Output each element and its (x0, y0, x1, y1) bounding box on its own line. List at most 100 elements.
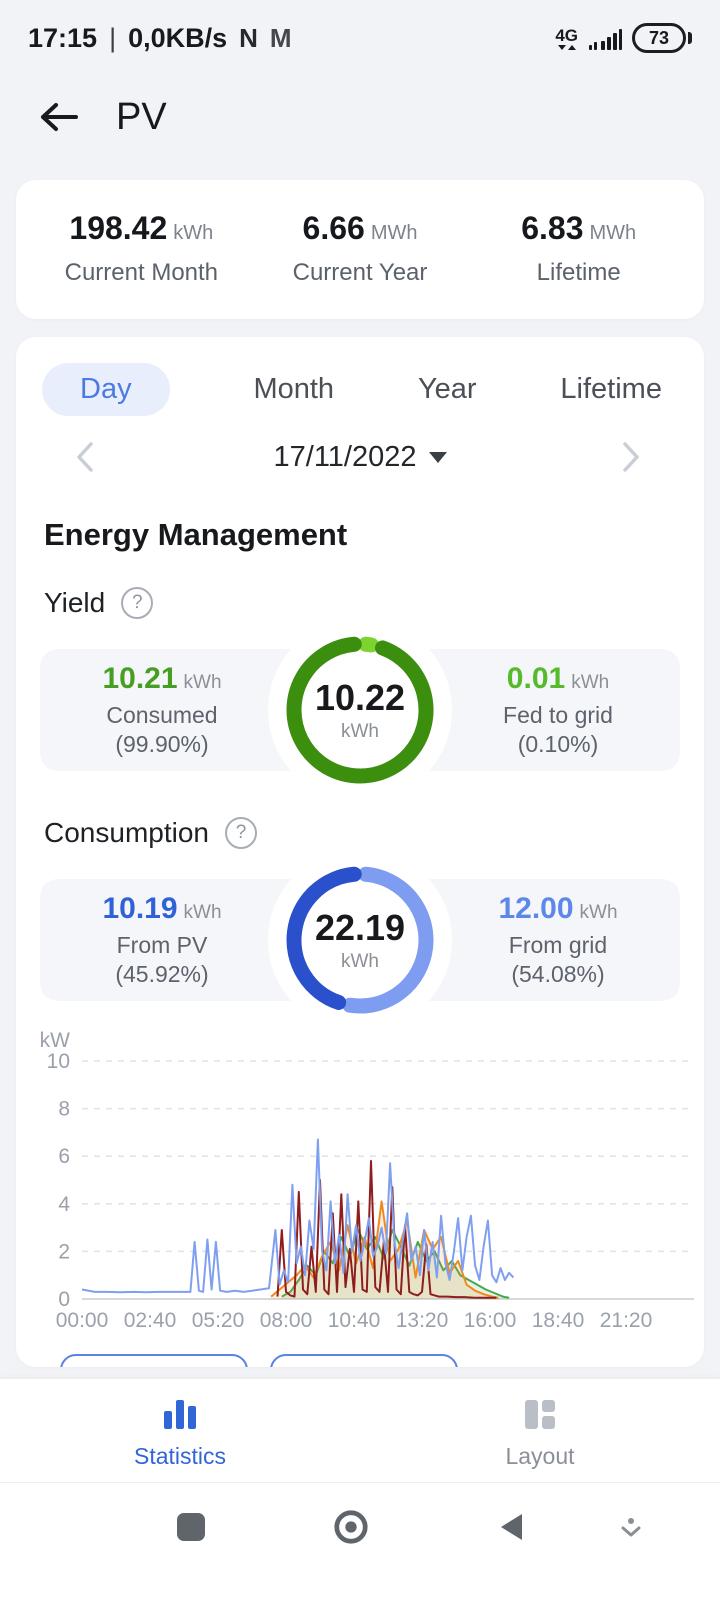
summary-value: 6.66 (302, 210, 365, 246)
donut-value: 10.22 (314, 677, 406, 718)
svg-text:10:40: 10:40 (328, 1309, 381, 1332)
stat-label: From grid (508, 932, 608, 958)
donut-unit: kWh (341, 951, 379, 972)
chevron-right-icon (623, 442, 639, 472)
power-line-chart: kW 0 2 4 6 8 10 00:00 02:40 05:20 08:00 10:40 13:20 1… (40, 1029, 694, 1332)
stat-label: Consumed (106, 702, 218, 728)
svg-text:16:00: 16:00 (464, 1309, 517, 1332)
tab-day[interactable]: Day (42, 362, 170, 416)
prev-day-button[interactable] (74, 439, 100, 475)
back-button[interactable] (36, 100, 80, 134)
status-bar: 17:15 | 0,0KB/s N M 4G 73 (0, 0, 720, 76)
yield-title: Yield (44, 587, 106, 618)
nav-hide-button[interactable] (613, 1509, 649, 1545)
gmail-icon: M (269, 22, 292, 53)
svg-text:4: 4 (58, 1193, 70, 1216)
stat-value: 12.00 (498, 892, 574, 925)
yield-help-icon[interactable]: ? (121, 587, 154, 619)
chart-legend-button-partial-2[interactable] (270, 1354, 458, 1367)
svg-text:2: 2 (58, 1240, 70, 1263)
tab-lifetime[interactable]: Lifetime (560, 372, 662, 405)
svg-text:0: 0 (58, 1288, 70, 1311)
network-type-indicator: 4G (555, 27, 578, 50)
summary-unit: MWh (370, 222, 418, 244)
stat-value: 0.01 (506, 662, 566, 695)
summary-unit: MWh (589, 222, 637, 244)
nav-back-button[interactable] (493, 1509, 529, 1545)
back-triangle-icon (501, 1514, 522, 1540)
android-nav-bar (0, 1482, 720, 1600)
summary-label: Lifetime (536, 259, 621, 286)
stat-label: From PV (116, 932, 208, 958)
yield-donut-center: 10.22 kWh (275, 625, 445, 795)
battery-percent: 73 (648, 27, 670, 48)
svg-text:02:40: 02:40 (124, 1309, 177, 1332)
signal-bars-icon (589, 29, 622, 50)
network-type-label: 4G (555, 25, 578, 45)
stat-percent: (54.08%) (511, 961, 605, 987)
stat-label: Fed to grid (503, 702, 613, 728)
consumption-from-pv-stat: 10.19 kWh From PV (45.92%) (56, 892, 268, 988)
date-navigator: 17/11/2022 (16, 437, 704, 477)
svg-text:18:40: 18:40 (532, 1309, 585, 1332)
nav-label-statistics: Statistics (133, 1443, 227, 1469)
net-speed: 0,0KB/s (128, 22, 228, 53)
clock: 17:15 (28, 22, 98, 53)
summary-item-current-year: 6.66 MWh Current Year (251, 210, 470, 287)
bottom-nav: Statistics Layout (0, 1379, 720, 1482)
nav-home-button[interactable] (333, 1509, 369, 1545)
summary-card: 198.42 kWh Current Month 6.66 MWh Curren… (16, 180, 704, 319)
chevron-left-icon (77, 442, 93, 472)
yield-donut-ring (286, 636, 434, 784)
next-day-button[interactable] (620, 439, 646, 475)
statistics-card: Day Month Year Lifetime 17/11/2022 Energ… (16, 337, 704, 1367)
consumption-from-grid-stat: 12.00 kWh From grid (54.08%) (452, 892, 664, 988)
summary-value: 198.42 (69, 210, 168, 246)
period-tabs: Day Month Year Lifetime (16, 361, 704, 417)
bottom-nav-section: Statistics Layout (0, 1379, 720, 1600)
date-picker[interactable]: 17/11/2022 (274, 441, 447, 474)
consumption-donut-center: 22.19 kWh (275, 855, 445, 1025)
home-circle-icon (334, 1510, 368, 1544)
stat-percent: (45.92%) (115, 961, 209, 987)
donut-value: 22.19 (314, 907, 406, 948)
summary-item-current-month: 198.42 kWh Current Month (32, 210, 251, 287)
stat-percent: (99.90%) (115, 731, 209, 757)
caret-down-icon (428, 451, 447, 463)
stat-value: 10.19 (102, 892, 178, 925)
statistics-bars-icon (164, 1400, 196, 1429)
consumption-title: Consumption (44, 817, 209, 848)
chart-legend-row (60, 1354, 660, 1367)
selected-date: 17/11/2022 (273, 440, 417, 473)
layout-grid-icon (525, 1400, 555, 1429)
yield-title-row: Yield ? (44, 587, 676, 619)
svg-text:08:00: 08:00 (260, 1309, 313, 1332)
stat-percent: (0.10%) (517, 731, 599, 757)
consumption-donut: 22.19 kWh (268, 848, 452, 1032)
status-right-cluster: 4G 73 (555, 23, 692, 53)
nav-item-statistics[interactable]: Statistics (0, 1395, 360, 1470)
nav-recents-button[interactable] (173, 1509, 209, 1545)
stat-unit: kWh (183, 902, 222, 923)
stat-value: 10.21 (102, 662, 178, 695)
page-title: PV (116, 95, 167, 138)
svg-text:00:00: 00:00 (56, 1309, 109, 1332)
data-arrows-icon (557, 44, 576, 50)
nav-item-layout[interactable]: Layout (360, 1395, 720, 1470)
svg-text:10: 10 (47, 1050, 70, 1073)
header: PV (0, 76, 720, 158)
tab-month[interactable]: Month (253, 372, 335, 405)
yield-donut: 10.22 kWh (268, 618, 452, 802)
stat-unit: kWh (183, 672, 222, 693)
nav-label-layout: Layout (505, 1443, 575, 1469)
back-arrow-icon (41, 103, 78, 131)
chart-legend-button-partial-1[interactable] (60, 1354, 248, 1367)
tab-year[interactable]: Year (417, 372, 477, 405)
yield-fed-to-grid-stat: 0.01 kWh Fed to grid (0.10%) (452, 662, 664, 758)
svg-text:05:20: 05:20 (192, 1309, 245, 1332)
svg-text:21:20: 21:20 (600, 1309, 653, 1332)
consumption-help-icon[interactable]: ? (224, 817, 257, 849)
consumption-donut-ring (286, 866, 434, 1014)
summary-label: Current Month (64, 259, 219, 286)
